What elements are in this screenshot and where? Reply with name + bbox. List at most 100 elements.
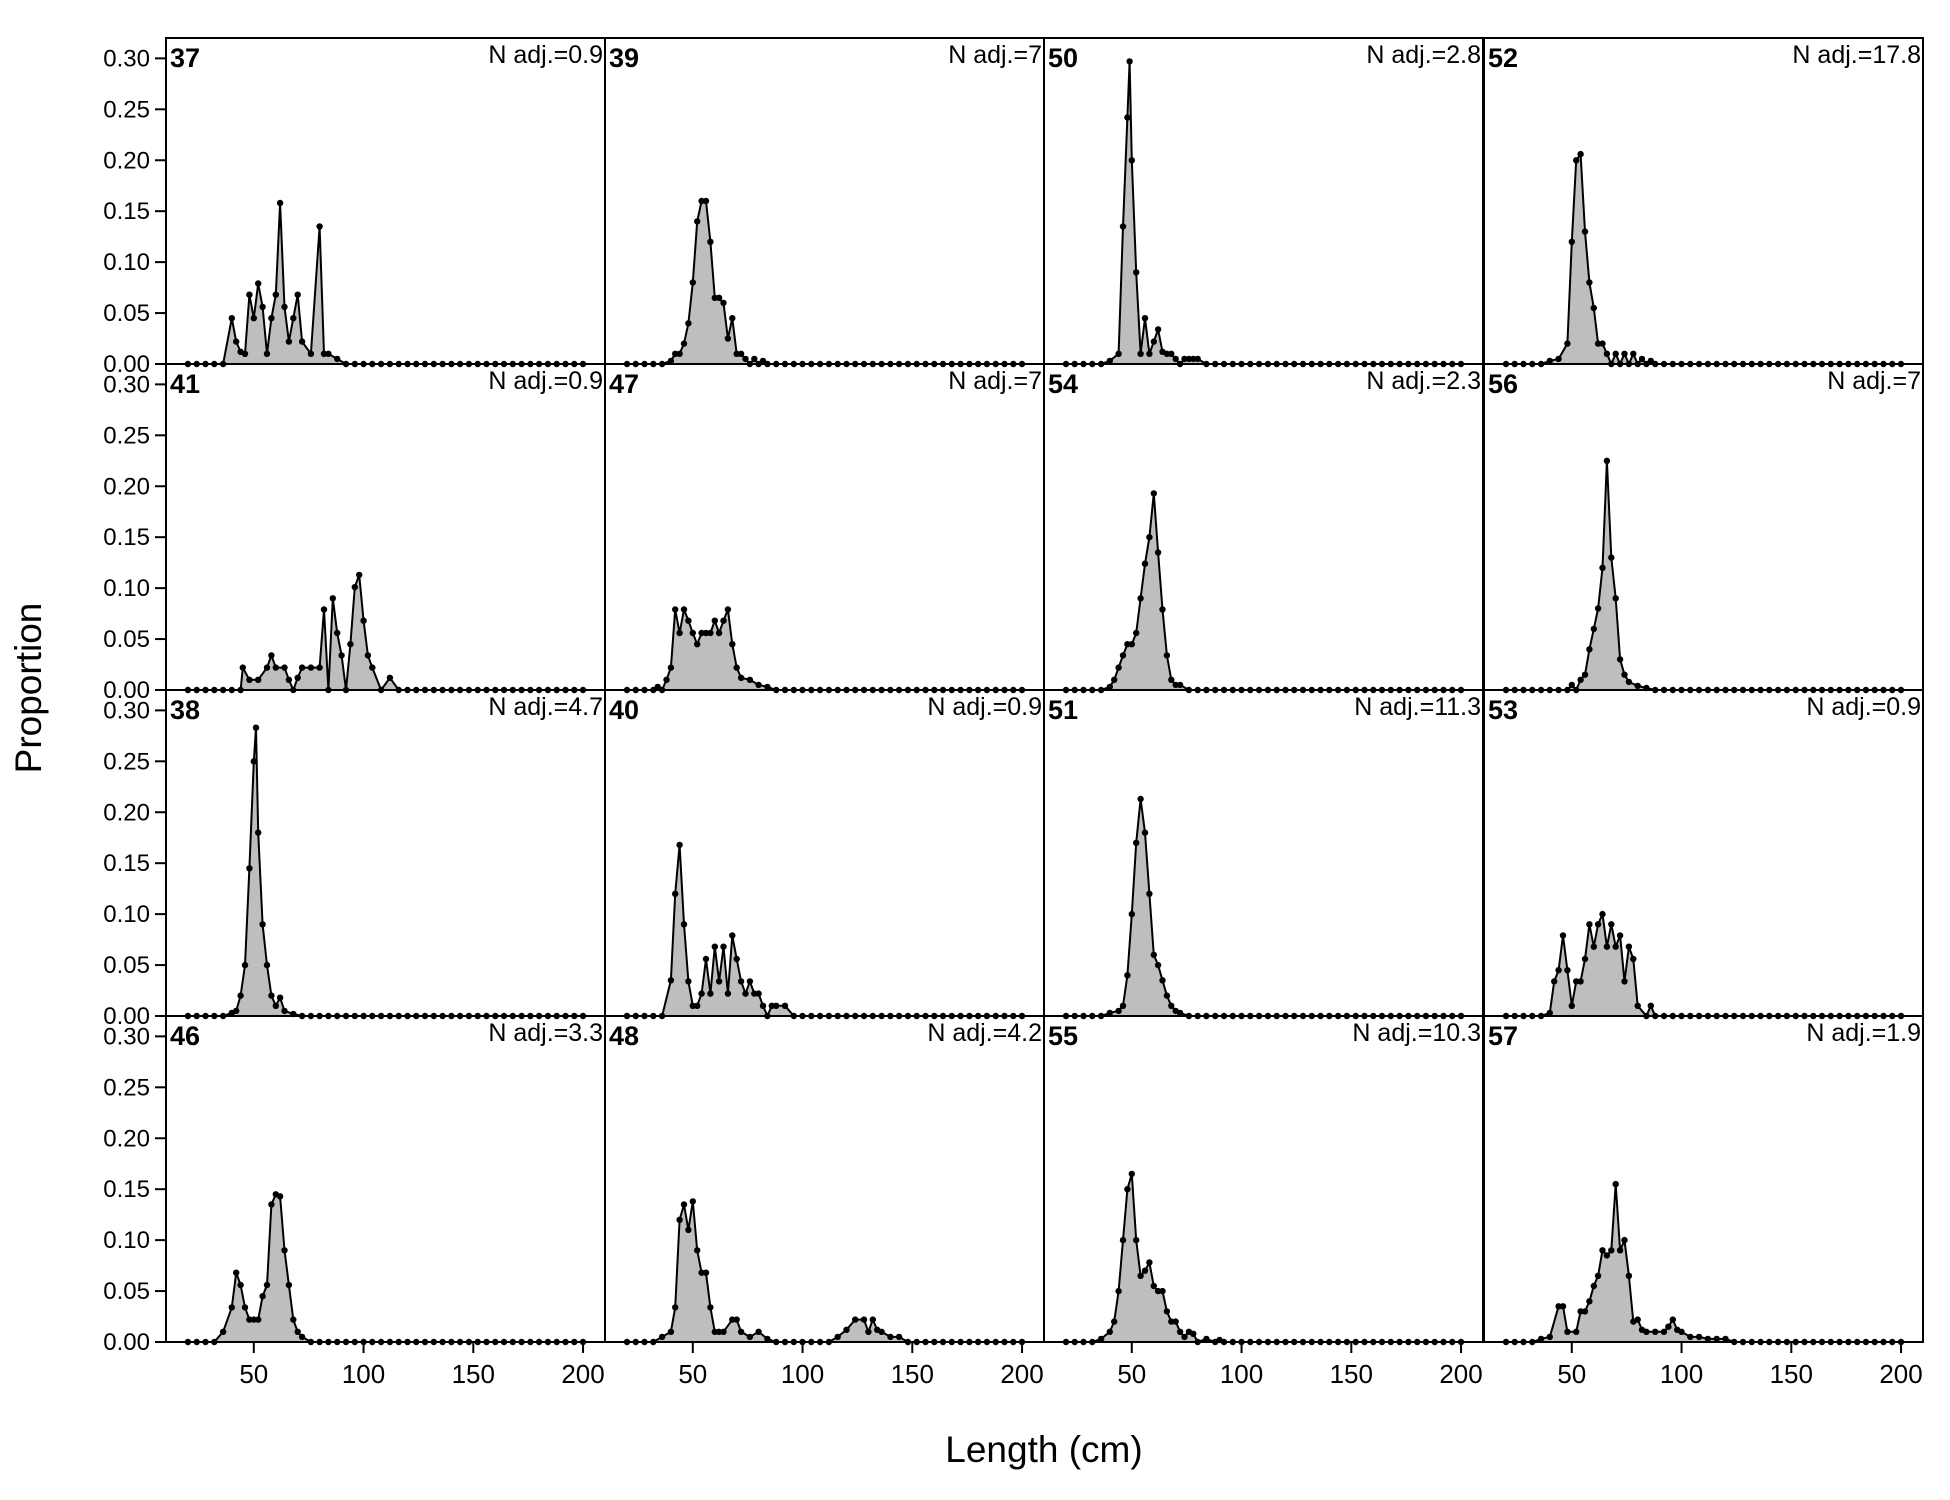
data-point xyxy=(246,865,253,872)
panel-id-label: 38 xyxy=(170,695,200,725)
data-point xyxy=(751,355,758,363)
data-point xyxy=(1124,641,1131,648)
data-point xyxy=(755,990,762,997)
data-point xyxy=(733,1316,740,1323)
data-point xyxy=(1643,1328,1650,1336)
n-adj-label: N adj.=0.9 xyxy=(1806,693,1921,721)
data-point xyxy=(698,990,705,997)
data-point xyxy=(1599,910,1606,918)
data-point xyxy=(298,664,306,671)
y-tick-label: 0.10 xyxy=(103,575,150,602)
y-axis-row-2: 0.00 0.05 0.10 0.15 0.20 0.25 0.30 xyxy=(103,371,166,704)
data-point xyxy=(1137,1272,1144,1280)
data-point xyxy=(1634,682,1641,690)
data-point xyxy=(1577,978,1584,985)
panel-frame xyxy=(604,363,1045,691)
data-point xyxy=(676,629,683,637)
y-tick-label: 0.15 xyxy=(103,524,150,551)
n-adj-label: N adj.=1.9 xyxy=(1806,1019,1921,1047)
y-tick-label: 0.05 xyxy=(103,300,150,327)
panel-frame xyxy=(1043,1015,1484,1343)
data-point xyxy=(255,676,262,683)
data-point xyxy=(1119,1236,1127,1244)
data-point xyxy=(1577,150,1584,158)
data-point xyxy=(843,1326,850,1334)
panel-id-label: 39 xyxy=(609,43,639,73)
data-point xyxy=(1137,795,1144,803)
data-point xyxy=(281,1007,288,1015)
data-point xyxy=(1586,646,1593,653)
data-point xyxy=(1612,350,1619,357)
data-point xyxy=(1176,1009,1184,1017)
data-point xyxy=(1568,681,1576,689)
data-point xyxy=(676,350,683,357)
data-point xyxy=(1128,1170,1136,1178)
data-point xyxy=(334,629,341,637)
data-point xyxy=(672,1304,679,1311)
data-point xyxy=(1168,676,1175,683)
data-point xyxy=(895,1333,903,1341)
data-point xyxy=(1106,1009,1114,1017)
data-point xyxy=(1577,676,1584,683)
data-point xyxy=(294,291,301,298)
data-point xyxy=(276,994,284,1001)
y-tick-label: 0.05 xyxy=(103,1278,150,1305)
panel-40: 40 N adj.=0.9 xyxy=(604,689,1045,1020)
data-point xyxy=(724,606,732,613)
data-point xyxy=(1647,1002,1655,1009)
data-point xyxy=(1172,681,1179,689)
data-point xyxy=(1603,350,1611,357)
data-point xyxy=(1695,1333,1703,1341)
panel-38: 38 N adj.=4.7 xyxy=(165,689,606,1020)
data-point xyxy=(1594,340,1602,347)
data-point xyxy=(250,758,257,765)
data-point xyxy=(386,674,394,681)
data-point xyxy=(259,1293,266,1300)
data-point xyxy=(1146,890,1153,897)
data-point xyxy=(1154,961,1162,969)
data-point xyxy=(724,335,732,342)
data-point xyxy=(1190,1330,1197,1338)
data-point xyxy=(1713,1335,1720,1343)
data-point xyxy=(1612,943,1619,950)
data-point xyxy=(1163,992,1171,999)
y-tick-label: 0.00 xyxy=(103,1003,150,1030)
data-point xyxy=(1555,355,1562,363)
panel-id-label: 53 xyxy=(1488,695,1518,725)
distribution-fill xyxy=(187,574,583,690)
data-point xyxy=(887,1333,894,1341)
data-point xyxy=(764,1335,771,1343)
panel-frame xyxy=(1483,37,1924,365)
data-point xyxy=(1133,1236,1140,1244)
data-point xyxy=(1176,1328,1184,1336)
data-point xyxy=(737,350,745,357)
data-point xyxy=(694,1002,701,1009)
data-point xyxy=(685,978,692,985)
data-point xyxy=(746,676,754,683)
data-point xyxy=(755,1328,762,1336)
data-point xyxy=(239,664,246,671)
x-tick-label: 100 xyxy=(781,1359,824,1389)
data-point xyxy=(281,303,288,311)
data-point xyxy=(746,978,754,985)
data-point xyxy=(1638,355,1646,363)
data-point xyxy=(715,1328,723,1336)
data-point xyxy=(1621,978,1628,985)
data-point xyxy=(1581,228,1589,235)
y-tick-label: 0.20 xyxy=(103,1125,150,1152)
data-point xyxy=(1621,671,1628,678)
data-point xyxy=(1126,58,1133,65)
data-point xyxy=(1141,829,1149,836)
panel-frame xyxy=(165,363,606,691)
data-point xyxy=(334,355,341,363)
data-point xyxy=(1704,1335,1712,1343)
data-point xyxy=(667,1328,675,1336)
data-point xyxy=(707,1304,714,1311)
data-point xyxy=(1660,1328,1668,1336)
data-point xyxy=(737,674,745,681)
data-point xyxy=(1111,1318,1118,1325)
x-tick-label: 200 xyxy=(1439,1359,1482,1389)
data-point xyxy=(1573,978,1580,985)
data-point xyxy=(768,1002,775,1009)
data-point xyxy=(702,1269,710,1276)
